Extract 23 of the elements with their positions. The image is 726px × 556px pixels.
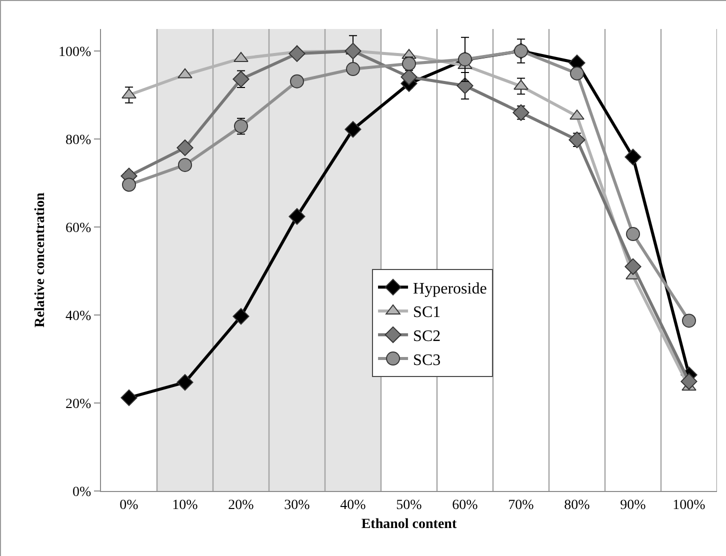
y-tick-label: 0%	[72, 484, 92, 500]
legend-label: SC2	[413, 328, 441, 345]
x-tick-label: 10%	[172, 498, 198, 513]
y-tick-label: 60%	[66, 220, 92, 236]
x-tick-label: 60%	[452, 498, 478, 513]
x-tick-label: 30%	[284, 498, 310, 513]
legend-label: SC1	[413, 304, 441, 322]
x-tick-label: 70%	[508, 498, 534, 513]
y-axis-title: Relative concentration	[33, 192, 48, 328]
x-tick-label: 50%	[396, 498, 422, 513]
x-tick-label: 100%	[672, 498, 706, 513]
legend-label: SC3	[413, 352, 441, 369]
x-tick-label: 90%	[620, 498, 646, 513]
y-tick-label: 100%	[58, 44, 92, 60]
legend-label: Hyperoside	[413, 280, 487, 298]
y-tick-label: 80%	[66, 132, 92, 148]
x-tick-label: 80%	[564, 498, 590, 513]
y-tick-label: 20%	[66, 396, 92, 412]
x-tick-label: 0%	[120, 498, 139, 513]
x-tick-label: 20%	[228, 498, 254, 513]
y-tick-label: 40%	[66, 308, 92, 324]
x-tick-label: 40%	[340, 498, 366, 513]
x-axis-title: Ethanol content	[361, 517, 457, 532]
